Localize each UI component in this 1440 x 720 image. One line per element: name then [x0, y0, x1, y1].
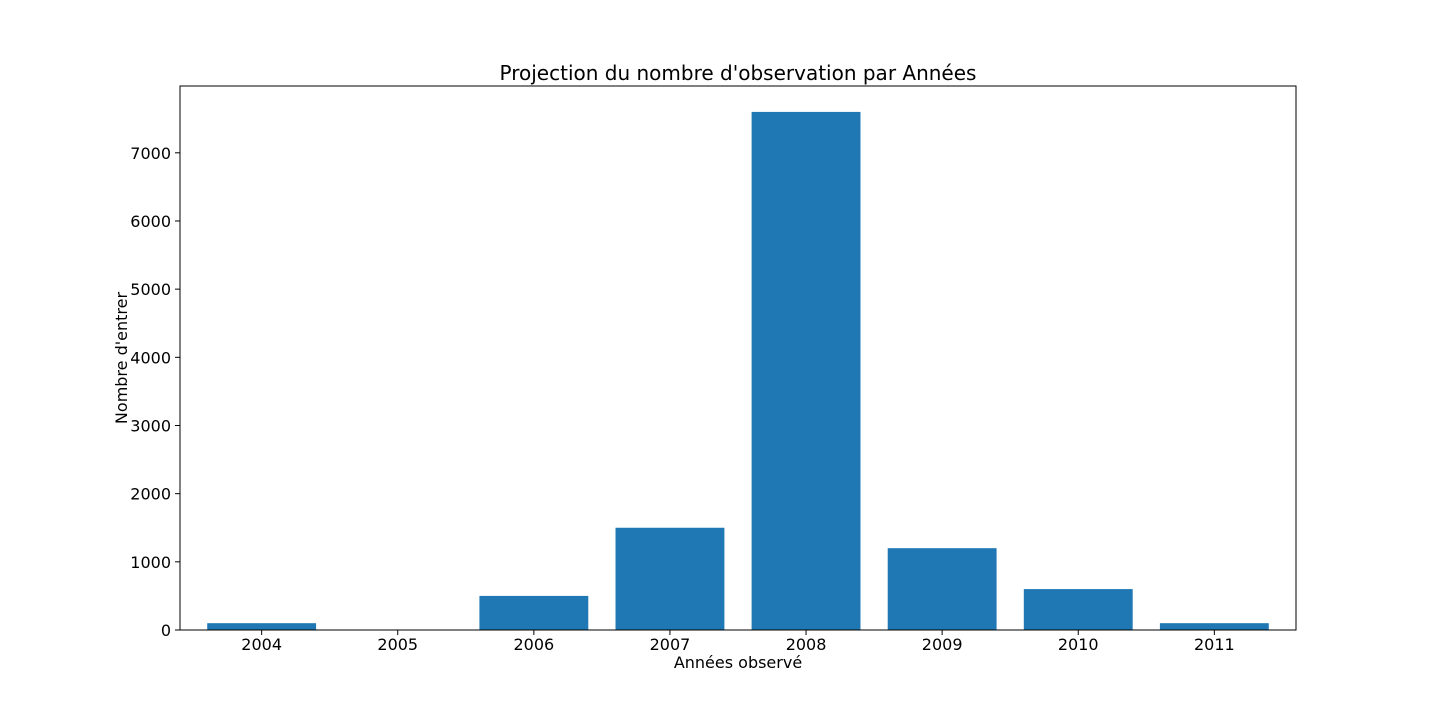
- y-tick-label-4000: 4000: [130, 348, 171, 367]
- y-axis-ticks: 0 1000 2000 3000 4000 5000 6000 7000: [130, 144, 180, 640]
- y-tick-label-3000: 3000: [130, 416, 171, 435]
- y-tick-label-5000: 5000: [130, 280, 171, 299]
- bar-2010: [1023, 589, 1133, 630]
- x-tick-label-2008: 2008: [786, 635, 827, 654]
- bar-2006: [479, 595, 589, 630]
- x-tick-label-2010: 2010: [1058, 635, 1099, 654]
- y-tick-label-2000: 2000: [130, 485, 171, 504]
- y-tick-label-0: 0: [161, 621, 171, 640]
- bar-2011: [1159, 623, 1269, 630]
- x-tick-label-2011: 2011: [1194, 635, 1235, 654]
- bar-2009: [887, 548, 997, 630]
- x-axis-label: Années observé: [674, 653, 802, 672]
- y-axis-label: Nombre d'entrer: [112, 292, 131, 425]
- x-tick-label-2005: 2005: [377, 635, 418, 654]
- y-tick-label-1000: 1000: [130, 553, 171, 572]
- x-tick-label-2009: 2009: [922, 635, 963, 654]
- bar-2008: [751, 111, 861, 630]
- y-tick-label-7000: 7000: [130, 144, 171, 163]
- x-tick-label-2007: 2007: [650, 635, 691, 654]
- bars-group: [207, 111, 1269, 630]
- plot-frame: [179, 85, 1297, 631]
- bar-2007: [615, 527, 725, 630]
- bar-2004: [207, 623, 317, 630]
- x-axis-ticks: 2004 2005 2006 2007 2008 2009 2010 2011: [241, 630, 1235, 654]
- x-tick-label-2004: 2004: [241, 635, 282, 654]
- chart-title: Projection du nombre d'observation par A…: [500, 61, 977, 85]
- x-tick-label-2006: 2006: [513, 635, 554, 654]
- y-tick-label-6000: 6000: [130, 212, 171, 231]
